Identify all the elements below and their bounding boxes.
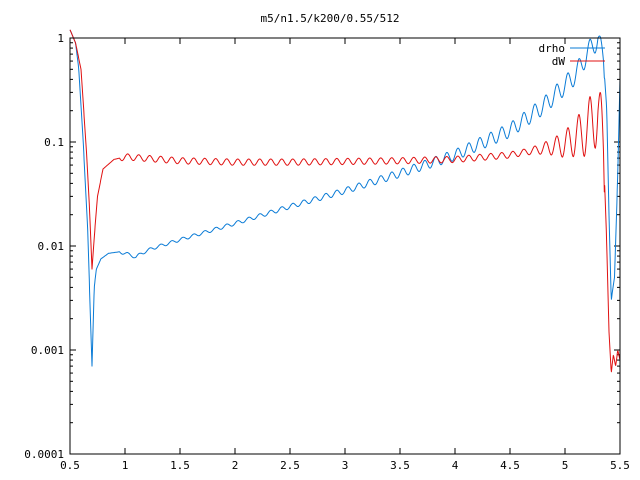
legend-label-drho: drho — [539, 42, 566, 55]
series-line-drho — [69, 29, 621, 367]
y-tick-label: 0.1 — [44, 136, 64, 149]
x-tick-label: 5 — [562, 459, 569, 472]
x-tick-label: 2 — [232, 459, 239, 472]
y-tick-label: 0.001 — [31, 344, 64, 357]
y-tick-label: 0.0001 — [24, 448, 64, 461]
chart-title: m5/n1.5/k200/0.55/512 — [260, 12, 399, 25]
x-tick-label: 0.5 — [60, 459, 80, 472]
series-line-dw — [69, 29, 621, 373]
x-tick-label: 1.5 — [170, 459, 190, 472]
x-tick-label: 4.5 — [500, 459, 520, 472]
y-tick-label: 0.01 — [38, 240, 65, 253]
y-tick-label: 1 — [57, 32, 64, 45]
plot-frame — [69, 37, 621, 455]
series-lines — [69, 29, 621, 373]
x-tick-label: 4 — [452, 459, 459, 472]
y-axis-ticks: 0.0001 0.001 0.01 0.1 1 — [24, 32, 620, 461]
x-tick-label: 3 — [342, 459, 349, 472]
x-tick-label: 5.5 — [610, 459, 630, 472]
x-axis-ticks: 0.5 1 1.5 2 2.5 3 3.5 4 4.5 5 5.5 — [60, 38, 630, 472]
x-tick-label: 1 — [122, 459, 129, 472]
x-tick-label: 2.5 — [280, 459, 300, 472]
legend-label-dw: dW — [552, 55, 566, 68]
x-tick-label: 3.5 — [390, 459, 410, 472]
legend: drho dW — [539, 42, 605, 68]
